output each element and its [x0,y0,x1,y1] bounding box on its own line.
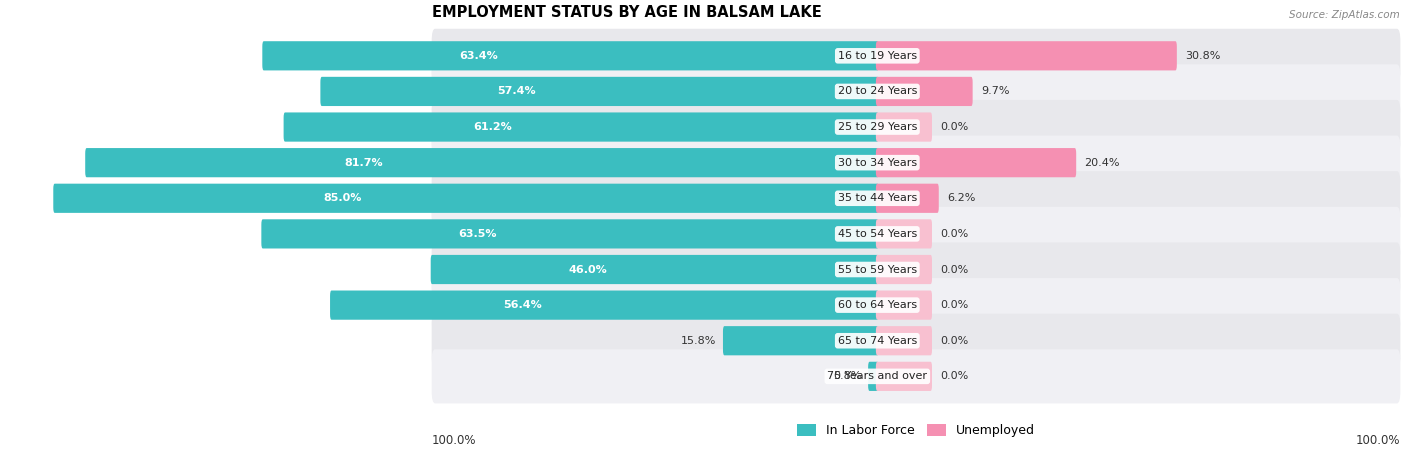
Text: 63.4%: 63.4% [460,51,498,61]
FancyBboxPatch shape [876,184,939,213]
Text: 45 to 54 Years: 45 to 54 Years [838,229,917,239]
FancyBboxPatch shape [432,349,1400,403]
Text: 100.0%: 100.0% [432,434,477,447]
FancyBboxPatch shape [876,219,932,249]
Text: 9.7%: 9.7% [981,87,1010,97]
Text: 20.4%: 20.4% [1084,158,1121,168]
FancyBboxPatch shape [876,41,1177,70]
FancyBboxPatch shape [432,100,1400,154]
Text: 16 to 19 Years: 16 to 19 Years [838,51,917,61]
FancyBboxPatch shape [284,112,879,142]
Text: Source: ZipAtlas.com: Source: ZipAtlas.com [1289,10,1400,20]
FancyBboxPatch shape [723,326,879,355]
Text: 35 to 44 Years: 35 to 44 Years [838,193,917,203]
Text: 81.7%: 81.7% [344,158,382,168]
FancyBboxPatch shape [876,112,932,142]
Text: 55 to 59 Years: 55 to 59 Years [838,264,917,275]
FancyBboxPatch shape [876,77,973,106]
Text: 0.0%: 0.0% [941,122,969,132]
Text: 0.0%: 0.0% [941,264,969,275]
FancyBboxPatch shape [86,148,879,177]
FancyBboxPatch shape [263,41,879,70]
Text: 65 to 74 Years: 65 to 74 Years [838,336,917,346]
Text: 0.8%: 0.8% [834,371,862,382]
Text: 46.0%: 46.0% [568,264,607,275]
Text: 30.8%: 30.8% [1185,51,1220,61]
FancyBboxPatch shape [432,207,1400,261]
Text: 15.8%: 15.8% [682,336,717,346]
FancyBboxPatch shape [432,278,1400,332]
Text: 63.5%: 63.5% [458,229,498,239]
Text: 30 to 34 Years: 30 to 34 Years [838,158,917,168]
Text: 6.2%: 6.2% [948,193,976,203]
FancyBboxPatch shape [432,243,1400,297]
FancyBboxPatch shape [430,255,879,284]
Text: 100.0%: 100.0% [1355,434,1400,447]
Text: 0.0%: 0.0% [941,336,969,346]
Text: 75 Years and over: 75 Years and over [827,371,928,382]
Text: 20 to 24 Years: 20 to 24 Years [838,87,917,97]
FancyBboxPatch shape [432,136,1400,190]
FancyBboxPatch shape [876,290,932,320]
Text: 56.4%: 56.4% [503,300,541,310]
FancyBboxPatch shape [262,219,879,249]
FancyBboxPatch shape [868,362,879,391]
FancyBboxPatch shape [876,255,932,284]
Text: 0.0%: 0.0% [941,371,969,382]
FancyBboxPatch shape [432,171,1400,226]
FancyBboxPatch shape [876,362,932,391]
Text: 60 to 64 Years: 60 to 64 Years [838,300,917,310]
Text: 61.2%: 61.2% [472,122,512,132]
Text: 25 to 29 Years: 25 to 29 Years [838,122,917,132]
FancyBboxPatch shape [876,326,932,355]
Legend: In Labor Force, Unemployed: In Labor Force, Unemployed [792,419,1040,442]
FancyBboxPatch shape [53,184,879,213]
Text: EMPLOYMENT STATUS BY AGE IN BALSAM LAKE: EMPLOYMENT STATUS BY AGE IN BALSAM LAKE [432,5,823,20]
FancyBboxPatch shape [321,77,879,106]
Text: 0.0%: 0.0% [941,229,969,239]
FancyBboxPatch shape [876,148,1076,177]
Text: 85.0%: 85.0% [323,193,361,203]
FancyBboxPatch shape [432,313,1400,368]
FancyBboxPatch shape [432,64,1400,119]
FancyBboxPatch shape [432,29,1400,83]
FancyBboxPatch shape [330,290,879,320]
Text: 0.0%: 0.0% [941,300,969,310]
Text: 57.4%: 57.4% [496,87,536,97]
